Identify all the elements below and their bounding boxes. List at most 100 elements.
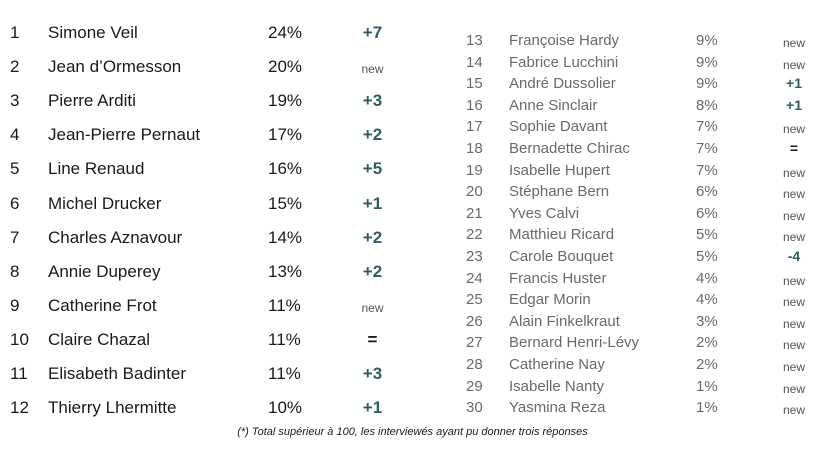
evolution-indicator: new — [782, 230, 805, 245]
percentage: 11% — [268, 364, 301, 383]
evolution-indicator: +2 — [362, 261, 383, 281]
rank-number: 12 — [10, 398, 29, 418]
rank-number: 24 — [466, 269, 483, 287]
percentage: 8% — [696, 96, 718, 114]
rank-number: 10 — [10, 329, 29, 349]
person-name: Catherine Nay — [509, 356, 605, 373]
percentage: 4% — [696, 291, 718, 309]
evolution-indicator: +3 — [362, 364, 383, 383]
evolution-indicator: new — [782, 381, 805, 396]
evolution-indicator: +7 — [362, 23, 383, 42]
evolution-indicator: new — [361, 300, 384, 315]
person-name: Bernard Henri-Lévy — [509, 334, 640, 352]
person-name: Thierry Lhermitte — [48, 398, 177, 418]
evolution-indicator: new — [782, 57, 805, 72]
rank-number: 22 — [466, 226, 483, 244]
percentage: 2% — [696, 356, 718, 373]
person-name: Yves Calvi — [509, 204, 580, 222]
evolution-indicator: new — [782, 208, 805, 223]
evolution-indicator: +2 — [362, 227, 383, 247]
person-name: Jean d’Ormesson — [48, 57, 182, 77]
person-name: Charles Aznavour — [48, 227, 183, 247]
percentage: 5% — [696, 226, 718, 244]
rank-number: 25 — [466, 291, 483, 309]
evolution-indicator: = — [367, 329, 378, 349]
person-name: Francis Huster — [509, 269, 607, 287]
percentage: 6% — [696, 204, 718, 222]
percentage: 13% — [268, 261, 303, 281]
person-name: Pierre Arditi — [48, 91, 136, 111]
rank-number: 16 — [466, 96, 483, 114]
evolution-indicator: +1 — [362, 193, 383, 213]
evolution-indicator: new — [361, 62, 384, 77]
person-name: Stéphane Bern — [509, 183, 610, 201]
percentage: 24% — [268, 23, 303, 42]
person-name: Elisabeth Badinter — [48, 364, 186, 383]
rank-number: 15 — [466, 75, 483, 93]
percentage: 7% — [696, 118, 718, 136]
person-name: Alain Finkelkraut — [509, 312, 620, 330]
person-name: Carole Bouquet — [509, 248, 614, 265]
rank-number: 20 — [466, 183, 483, 201]
person-name: Isabelle Hupert — [509, 161, 610, 179]
percentage: 1% — [696, 377, 718, 395]
rank-number: 18 — [466, 140, 483, 157]
rank-number: 21 — [466, 204, 483, 222]
percentage: 6% — [696, 183, 718, 201]
rank-number: 6 — [10, 193, 20, 213]
person-name: Yasmina Reza — [509, 399, 606, 417]
percentage: 2% — [696, 334, 718, 352]
evolution-indicator: new — [782, 187, 805, 202]
rank-number: 29 — [466, 377, 483, 395]
percentage: 19% — [268, 91, 303, 111]
evolution-indicator: new — [782, 273, 805, 288]
rank-number: 11 — [10, 364, 28, 383]
evolution-indicator: new — [782, 295, 805, 310]
rank-number: 8 — [10, 261, 20, 281]
person-name: Françoise Hardy — [509, 32, 620, 49]
person-name: Simone Veil — [48, 23, 138, 42]
percentage: 9% — [696, 53, 718, 71]
evolution-indicator: -4 — [787, 248, 801, 264]
evolution-indicator: +5 — [362, 159, 383, 179]
evolution-indicator: new — [782, 403, 805, 418]
percentage: 11% — [268, 295, 301, 315]
percentage: 9% — [696, 75, 718, 93]
percentage: 7% — [696, 140, 718, 157]
percentage: 1% — [696, 399, 718, 417]
evolution-indicator: +1 — [786, 96, 802, 113]
person-name: Sophie Davant — [509, 118, 608, 136]
rank-number: 7 — [10, 227, 20, 247]
person-name: Catherine Frot — [48, 295, 157, 315]
percentage: 10% — [268, 398, 303, 418]
percentage: 14% — [268, 227, 303, 247]
percentage: 7% — [696, 161, 718, 179]
person-name: Annie Duperey — [48, 261, 161, 281]
evolution-indicator: new — [782, 122, 805, 137]
evolution-indicator: +1 — [786, 75, 802, 92]
footnote: (*) Total supérieur à 100, les interview… — [237, 426, 588, 438]
percentage: 11% — [268, 329, 301, 349]
person-name: Bernadette Chirac — [509, 140, 630, 157]
rank-number: 30 — [466, 399, 483, 417]
rank-number: 14 — [466, 53, 483, 71]
person-name: Line Renaud — [48, 159, 145, 179]
rank-number: 1 — [10, 23, 20, 42]
evolution-indicator: +3 — [362, 91, 383, 111]
person-name: Isabelle Nanty — [509, 377, 605, 395]
evolution-indicator: new — [782, 316, 805, 331]
rank-number: 28 — [466, 356, 483, 373]
rank-number: 9 — [10, 295, 20, 315]
person-name: Edgar Morin — [509, 291, 591, 309]
evolution-indicator: +2 — [362, 125, 383, 145]
percentage: 15% — [268, 193, 303, 213]
evolution-indicator: = — [789, 140, 799, 156]
rank-number: 23 — [466, 248, 483, 265]
percentage: 9% — [696, 32, 718, 49]
person-name: Claire Chazal — [48, 329, 151, 349]
rank-number: 19 — [466, 161, 483, 179]
rank-number: 27 — [466, 334, 483, 352]
rank-number: 26 — [466, 312, 483, 330]
person-name: Fabrice Lucchini — [509, 53, 619, 71]
percentage: 17% — [268, 125, 303, 145]
